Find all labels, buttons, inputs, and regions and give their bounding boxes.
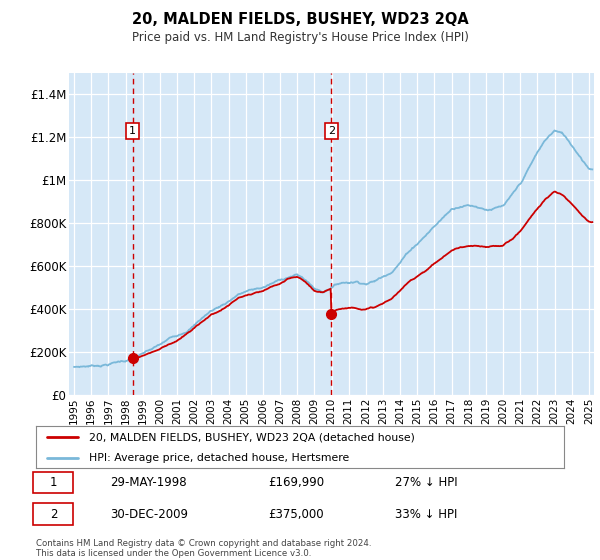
Text: Price paid vs. HM Land Registry's House Price Index (HPI): Price paid vs. HM Land Registry's House …: [131, 31, 469, 44]
FancyBboxPatch shape: [34, 472, 73, 493]
Text: 20, MALDEN FIELDS, BUSHEY, WD23 2QA (detached house): 20, MALDEN FIELDS, BUSHEY, WD23 2QA (det…: [89, 432, 415, 442]
Text: HPI: Average price, detached house, Hertsmere: HPI: Average price, detached house, Hert…: [89, 454, 349, 463]
Text: £169,990: £169,990: [268, 476, 325, 489]
Text: 20, MALDEN FIELDS, BUSHEY, WD23 2QA: 20, MALDEN FIELDS, BUSHEY, WD23 2QA: [131, 12, 469, 27]
FancyBboxPatch shape: [34, 503, 73, 525]
Text: 30-DEC-2009: 30-DEC-2009: [110, 507, 188, 521]
Text: 1: 1: [129, 126, 136, 136]
Text: £375,000: £375,000: [268, 507, 324, 521]
Text: 2: 2: [50, 507, 57, 521]
Text: 2: 2: [328, 126, 335, 136]
Text: 1: 1: [50, 476, 57, 489]
Text: 33% ↓ HPI: 33% ↓ HPI: [395, 507, 457, 521]
Text: Contains HM Land Registry data © Crown copyright and database right 2024.
This d: Contains HM Land Registry data © Crown c…: [36, 539, 371, 558]
Text: 29-MAY-1998: 29-MAY-1998: [110, 476, 187, 489]
Text: 27% ↓ HPI: 27% ↓ HPI: [395, 476, 458, 489]
